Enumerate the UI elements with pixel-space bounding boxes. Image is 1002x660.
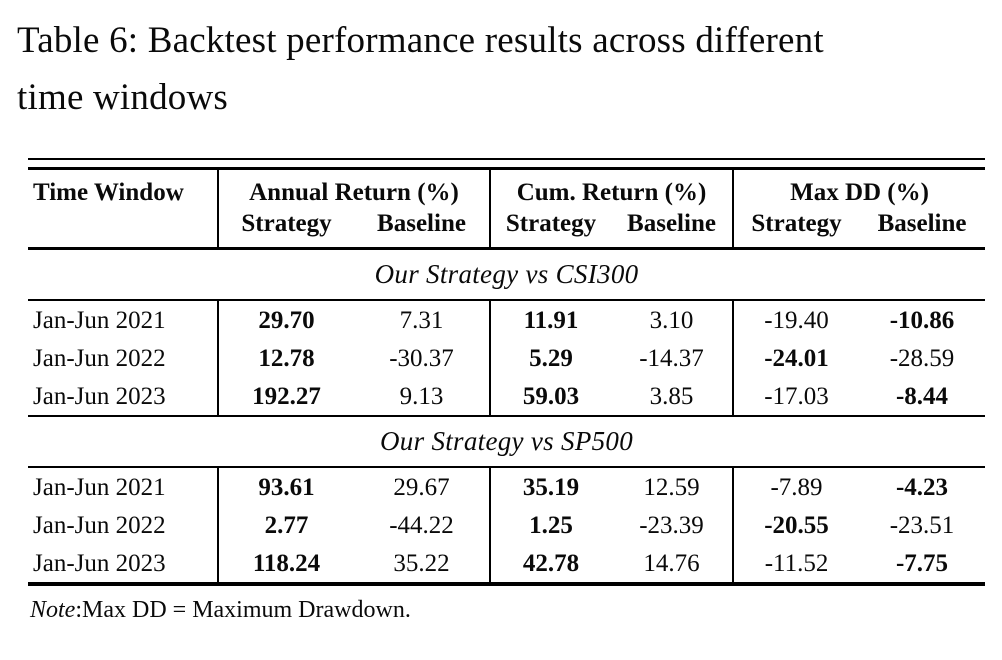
value-cell: 59.03 [489,377,611,416]
header-cum-strategy: Strategy [489,208,611,250]
value-cell: 35.19 [489,467,611,506]
header-sub-row: Strategy Baseline Strategy Baseline Stra… [28,208,986,250]
time-window-cell: Jan-Jun 2022 [33,344,166,372]
header-cum-return: Cum. Return (%) [488,167,734,208]
value-cell: 35.22 [393,549,450,577]
header-cum-baseline: Baseline [611,208,734,250]
value-cell: 12.59 [643,473,700,501]
value-cell: -11.52 [732,544,860,584]
table-row: Jan-Jun 2021 29.70 7.31 11.91 3.10 -19.40 -10.… [28,300,985,339]
value-cell: -19.40 [732,300,860,339]
value-cell: 2.77 [217,506,354,544]
table-caption-line1: Table 6: Backtest performance results ac… [17,20,824,61]
value-cell: -44.22 [389,511,454,539]
backtest-results-table: Time Window Annual Return (%) Cum. Retur… [28,167,986,586]
value-cell: 11.91 [489,300,611,339]
section-title: Our Strategy vs SP500 [28,415,986,468]
value-cell: -23.51 [889,511,955,539]
table-caption: Table 6: Backtest performance results ac… [17,12,985,126]
value-cell: 3.10 [649,306,694,334]
value-cell: -30.37 [389,344,454,372]
value-cell: 29.67 [393,473,450,501]
value-cell: 1.25 [489,506,611,544]
value-cell: -17.03 [732,377,860,416]
time-window-cell: Jan-Jun 2023 [33,549,166,577]
time-window-cell: Jan-Jun 2021 [33,306,166,334]
header-dd-baseline: Baseline [859,208,986,250]
section-row: Our Strategy vs CSI300 [28,247,986,301]
header-annual-strategy: Strategy [217,208,354,250]
backtest-table-wrap: Time Window Annual Return (%) Cum. Retur… [28,158,986,586]
value-cell: 3.85 [649,382,694,410]
header-max-dd: Max DD (%) [732,167,986,208]
note-label: Note [30,597,76,623]
value-cell: -7.75 [895,549,949,577]
value-cell: 9.13 [399,382,444,410]
note-text: :Max DD = Maximum Drawdown. [75,597,411,623]
header-annual-return: Annual Return (%) [217,167,490,208]
value-cell: -28.59 [889,344,955,372]
header-dd-strategy: Strategy [732,208,860,250]
value-cell: 5.29 [489,339,611,377]
value-cell: 29.70 [217,300,354,339]
value-cell: -8.44 [895,382,949,410]
value-cell: 192.27 [217,377,354,416]
time-window-cell: Jan-Jun 2023 [33,382,166,410]
table-row: Jan-Jun 2022 12.78 -30.37 5.29 -14.37 -24.01 -… [28,339,985,377]
table-row: Jan-Jun 2021 93.61 29.67 35.19 12.59 -7.89 -4.… [28,467,985,506]
table-row: Jan-Jun 2023 118.24 35.22 42.78 14.76 -11.52 -… [28,544,985,584]
header-group-row: Time Window Annual Return (%) Cum. Retur… [28,167,986,250]
value-cell: -20.55 [732,506,860,544]
value-cell: 12.78 [217,339,354,377]
value-cell: -7.89 [732,467,860,506]
table-caption-line2: time windows [17,77,229,118]
value-cell: -4.23 [895,473,949,501]
table-row: Jan-Jun 2022 2.77 -44.22 1.25 -23.39 -20.55 -2… [28,506,985,544]
table-body: Our Strategy vs CSI300 Jan-Jun 2021 29.70 7… [28,247,986,584]
time-window-cell: Jan-Jun 2022 [33,511,166,539]
value-cell: 118.24 [217,544,354,584]
value-cell: 7.31 [399,306,444,334]
value-cell: -14.37 [639,344,704,372]
value-cell: -23.39 [639,511,704,539]
section-row: Our Strategy vs SP500 [28,415,986,468]
header-time-window: Time Window [28,167,218,250]
header-annual-baseline: Baseline [354,208,490,250]
value-cell: 14.76 [643,549,700,577]
time-window-cell: Jan-Jun 2021 [33,473,166,501]
value-cell: 42.78 [489,544,611,584]
top-double-rule [28,158,985,160]
section-title: Our Strategy vs CSI300 [28,247,986,301]
value-cell: 93.61 [217,467,354,506]
table-header: Time Window Annual Return (%) Cum. Retur… [28,167,986,250]
table-row: Jan-Jun 2023 192.27 9.13 59.03 3.85 -17.03 -8.… [28,377,985,416]
value-cell: -24.01 [732,339,860,377]
table-note: Note:Max DD = Maximum Drawdown. [30,597,985,624]
value-cell: -10.86 [889,306,955,334]
